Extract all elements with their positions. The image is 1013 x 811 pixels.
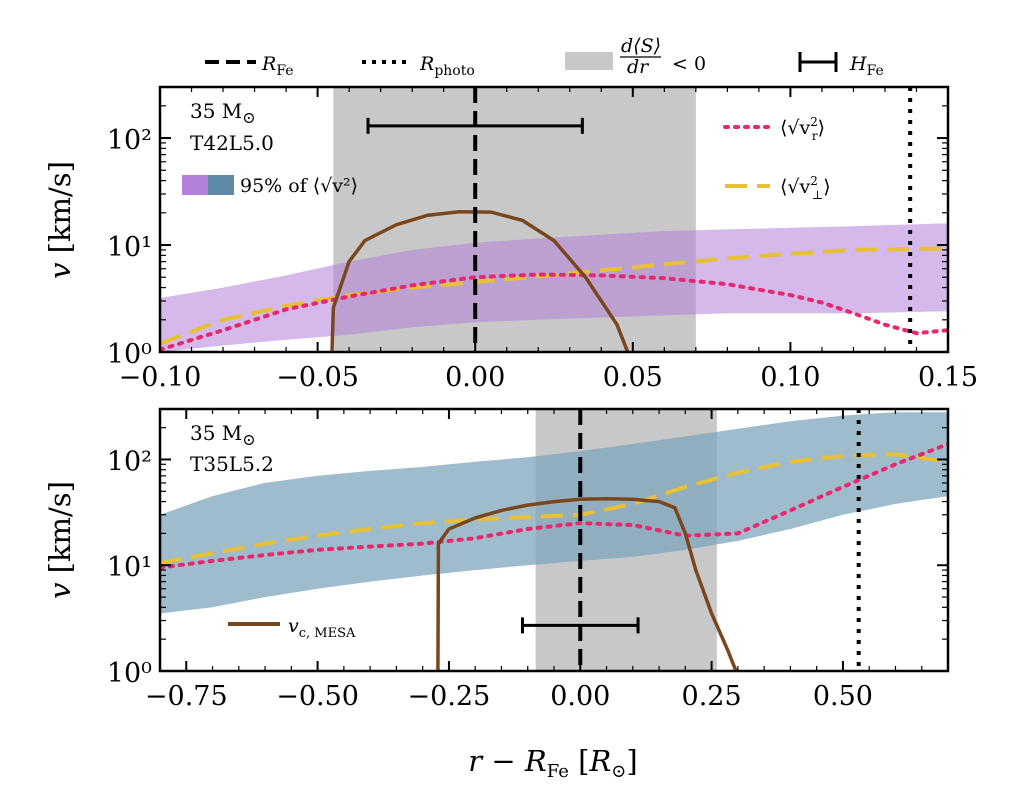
y-tick-label: 10⁰ xyxy=(107,658,152,689)
x-tick-label: −0.50 xyxy=(276,681,359,712)
top-legend: RFe Rphoto d⟨S⟩ dr < 0 HFe xyxy=(205,35,884,79)
top-vperp-line xyxy=(160,246,948,346)
bottom-vc-mesa-line xyxy=(436,497,738,671)
y-tick-label: 10¹ xyxy=(107,232,152,263)
bottom-panel: −0.75 −0.50 −0.25 0.00 0.25 0.50 10⁰ 10¹ 10² 35 … xyxy=(43,407,950,782)
top-band-label: 95% of ⟨√v²⟩ xyxy=(240,175,358,197)
top-hfe-errorbar xyxy=(366,117,584,134)
legend-shade-den: dr xyxy=(627,56,650,78)
x-tick-label: 0.05 xyxy=(603,362,663,393)
x-tick-label: 0.50 xyxy=(813,681,873,712)
top-mass-label: 35 M⊙ xyxy=(190,99,256,127)
x-tick-label: −0.75 xyxy=(145,681,228,712)
top-y-axis-label: v [km/s] xyxy=(43,161,77,279)
x-tick-label: −0.05 xyxy=(276,362,359,393)
bottom-model-label: T35L5.2 xyxy=(190,452,274,476)
legend-shade-num: d⟨S⟩ xyxy=(621,35,661,57)
bottom-x-axis-label: r − RFe [R⊙] xyxy=(468,744,637,782)
bottom-hfe-errorbar xyxy=(520,617,640,634)
top-axes-frame xyxy=(158,85,950,354)
legend-rphoto-label: Rphoto xyxy=(419,53,475,79)
legend-shade-swatch xyxy=(565,52,613,70)
top-vc-mesa-line xyxy=(330,209,630,352)
x-tick-label: −0.10 xyxy=(119,362,202,393)
bottom-y-axis-label: v [km/s] xyxy=(43,481,77,599)
top-legend-vperp-label: ⟨√v2 ⊥⟩ xyxy=(780,174,831,202)
x-tick-label: 0.10 xyxy=(760,362,820,393)
bottom-legend-vc-label: vc, MESA xyxy=(288,615,356,641)
x-tick-label: 0.15 xyxy=(918,362,978,393)
bottom-vperp-line xyxy=(160,452,948,565)
x-tick-label: 0.25 xyxy=(682,681,742,712)
bottom-velocity-band xyxy=(160,412,948,614)
y-tick-label: 10² xyxy=(107,125,152,156)
bottom-mass-label: 35 M⊙ xyxy=(190,421,256,449)
top-velocity-band xyxy=(160,223,948,352)
legend-hfe-bar xyxy=(798,52,838,72)
top-panel: −0.10 −0.05 0.00 0.05 0.10 0.15 10⁰ 10¹ 10² 35 M… xyxy=(43,85,978,393)
top-band-swatch-blue xyxy=(208,175,234,195)
x-tick-label: 0.00 xyxy=(445,362,505,393)
bottom-ticks: −0.75 −0.50 −0.25 0.00 0.25 0.50 10⁰ 10¹ 10² xyxy=(107,408,949,712)
y-tick-label: 10⁰ xyxy=(107,339,152,370)
legend-rfe-label: RFe xyxy=(261,53,294,79)
top-vr-line xyxy=(160,272,948,352)
x-tick-label: 0.00 xyxy=(550,681,610,712)
bottom-vr-line xyxy=(160,442,948,570)
legend-hfe-label: HFe xyxy=(849,53,884,79)
top-model-label: T42L5.0 xyxy=(190,131,274,155)
y-tick-label: 10¹ xyxy=(107,552,152,583)
legend-shade-lt: < 0 xyxy=(672,53,706,75)
y-tick-label: 10² xyxy=(107,446,152,477)
top-band-swatch-purple xyxy=(182,175,208,195)
x-tick-label: −0.25 xyxy=(408,681,491,712)
top-ticks: −0.10 −0.05 0.00 0.05 0.10 0.15 10⁰ 10¹ 10² xyxy=(107,86,978,393)
top-legend-vr-label: ⟨√v2 r⟩ xyxy=(780,115,825,143)
